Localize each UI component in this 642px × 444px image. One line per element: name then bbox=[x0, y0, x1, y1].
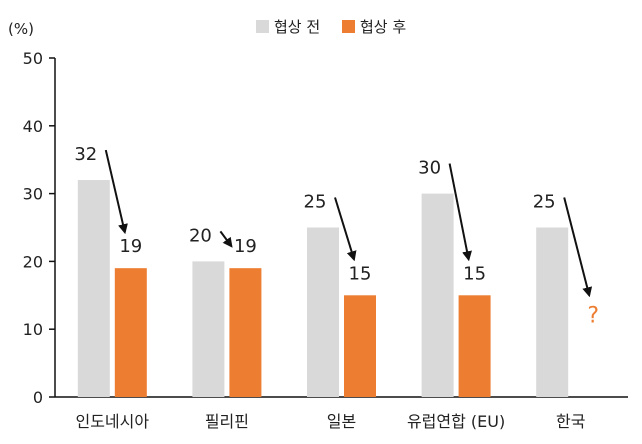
y-tick-label: 20 bbox=[23, 252, 43, 271]
change-arrow bbox=[448, 163, 472, 262]
bar-after bbox=[229, 268, 262, 397]
data-label-after: 19 bbox=[234, 236, 257, 257]
data-label-before: 20 bbox=[189, 225, 212, 246]
x-category-label: 유럽연합 (EU) bbox=[407, 412, 505, 431]
bar-before bbox=[192, 261, 225, 397]
data-label-after: 19 bbox=[119, 236, 142, 257]
legend-label-before: 협상 전 bbox=[274, 18, 320, 36]
change-arrow bbox=[563, 197, 593, 298]
y-tick-label: 10 bbox=[23, 320, 43, 339]
x-axis-category-labels: 인도네시아 필리핀 일본 유럽연합 (EU) 한국 bbox=[75, 412, 585, 431]
legend-swatch-before bbox=[256, 20, 269, 33]
data-label-before: 32 bbox=[74, 144, 97, 165]
data-label-before: 25 bbox=[533, 192, 556, 213]
x-category-label: 한국 bbox=[556, 412, 585, 431]
x-category-label: 인도네시아 bbox=[75, 412, 149, 431]
data-label-after: 15 bbox=[463, 263, 486, 284]
y-tick-label: 40 bbox=[23, 117, 43, 136]
legend-label-after: 협상 후 bbox=[360, 18, 406, 36]
data-label-before: 25 bbox=[304, 192, 327, 213]
change-arrow bbox=[104, 149, 128, 235]
y-tick-label: 50 bbox=[23, 49, 43, 68]
y-axis-unit-label: (%) bbox=[8, 20, 34, 38]
y-tick-label: 30 bbox=[23, 185, 43, 204]
data-label-after: 15 bbox=[349, 263, 372, 284]
change-arrows bbox=[104, 149, 593, 298]
y-axis-ticks: 0 10 20 30 40 50 bbox=[23, 49, 55, 407]
bar-after bbox=[344, 295, 376, 397]
bar-after bbox=[458, 295, 491, 397]
y-tick-label: 0 bbox=[33, 388, 43, 407]
change-arrow bbox=[334, 197, 357, 262]
bar-before bbox=[77, 180, 110, 397]
change-arrow bbox=[219, 230, 233, 248]
bar-after bbox=[114, 268, 147, 397]
bar-before bbox=[421, 193, 454, 397]
unknown-value-marker: ? bbox=[587, 303, 599, 328]
data-labels: 32 19 20 19 25 15 30 15 25? bbox=[74, 144, 599, 328]
bar-before bbox=[536, 227, 569, 397]
x-category-label: 필리핀 bbox=[205, 412, 249, 431]
legend: 협상 전 협상 후 bbox=[256, 18, 406, 36]
legend-swatch-after bbox=[342, 20, 355, 33]
bars bbox=[77, 180, 569, 397]
x-category-label: 일본 bbox=[327, 412, 356, 431]
bar-before bbox=[307, 227, 339, 397]
data-label-before: 30 bbox=[418, 158, 441, 179]
